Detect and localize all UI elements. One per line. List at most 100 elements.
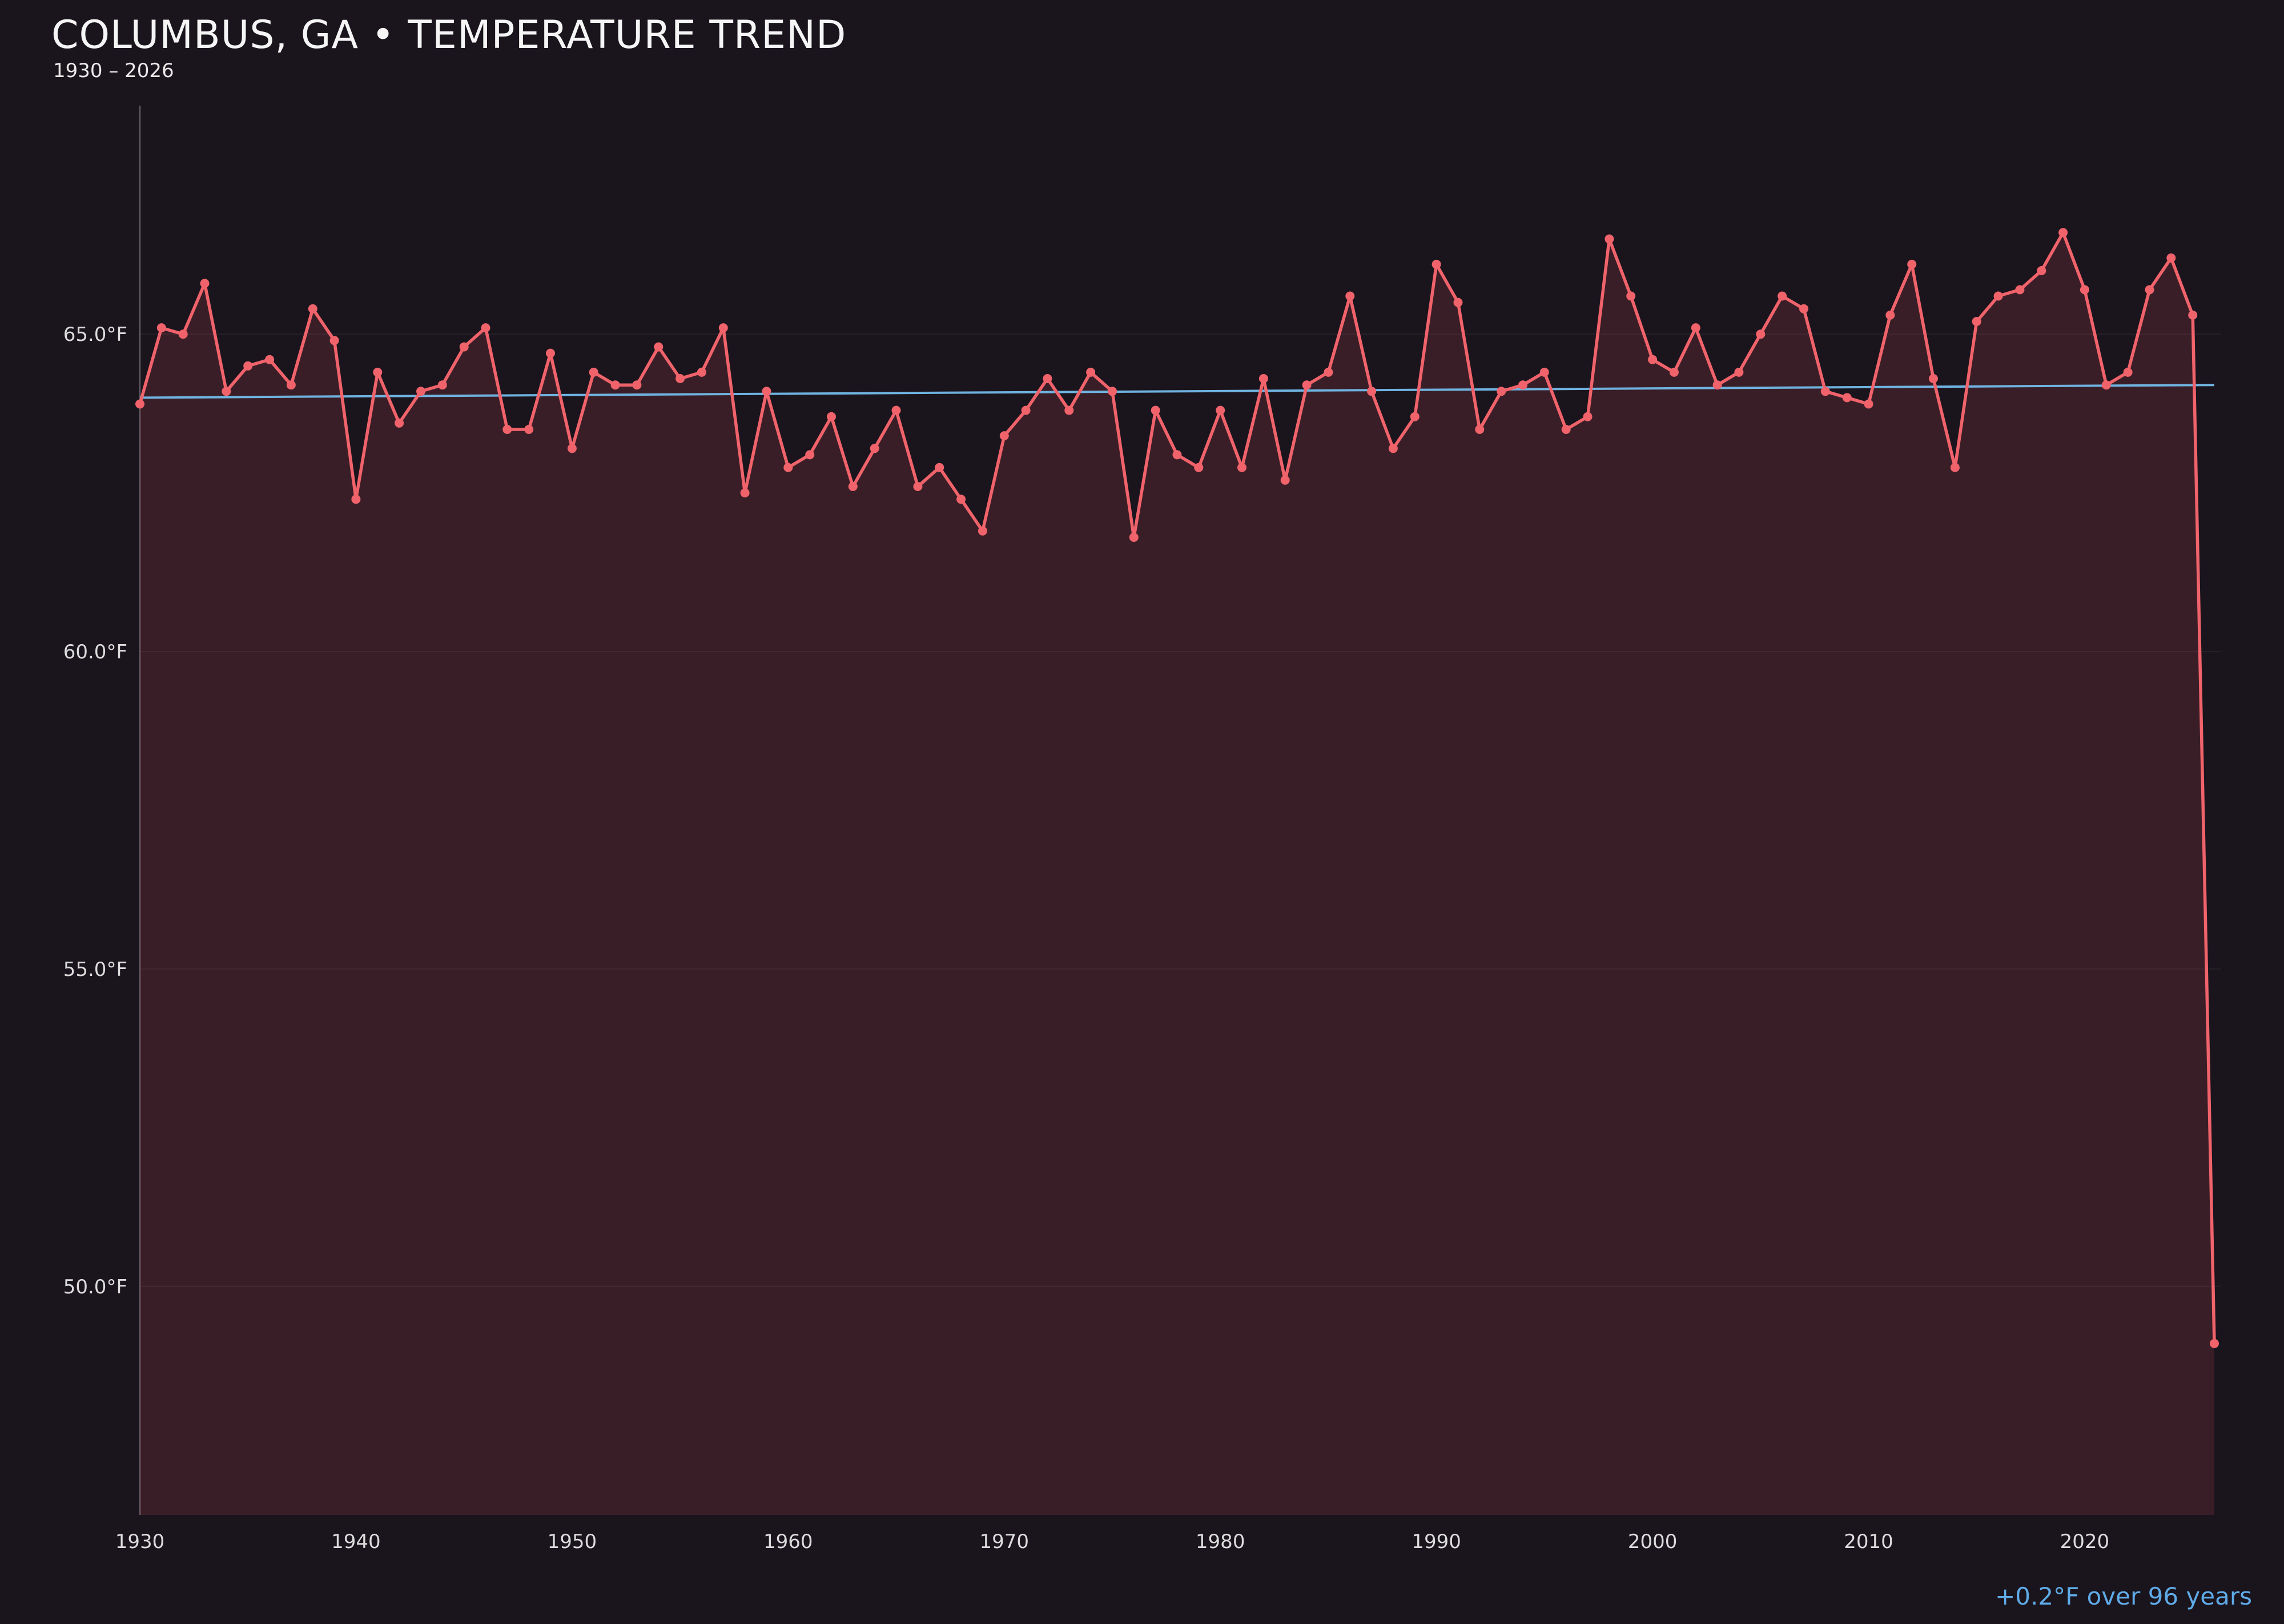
data-point-1979: [1194, 463, 1204, 472]
data-point-2024: [2166, 253, 2176, 263]
data-point-1932: [178, 329, 188, 339]
data-point-2003: [1712, 380, 1722, 390]
data-point-1970: [999, 431, 1009, 441]
data-point-1984: [1302, 380, 1312, 390]
x-axis-tick-label: 1960: [763, 1530, 813, 1553]
y-axis-tick-label: 50.0°F: [63, 1276, 127, 1299]
data-point-2017: [2015, 285, 2025, 295]
data-point-1994: [1518, 380, 1527, 390]
data-point-2004: [1734, 367, 1744, 377]
data-point-2000: [1648, 355, 1658, 364]
data-point-1944: [437, 380, 447, 390]
data-point-2023: [2145, 285, 2154, 295]
data-point-1931: [156, 323, 166, 333]
data-point-1996: [1561, 425, 1571, 434]
data-point-2010: [1864, 399, 1873, 409]
y-axis-tick-label: 65.0°F: [63, 323, 127, 346]
data-point-1961: [805, 450, 815, 460]
data-point-2001: [1669, 367, 1679, 377]
data-point-2026: [2210, 1338, 2219, 1348]
data-point-2002: [1691, 323, 1700, 333]
x-axis-tick-label: 1970: [980, 1530, 1030, 1553]
data-point-1978: [1172, 450, 1182, 460]
data-point-1967: [935, 463, 944, 472]
chart-subtitle: 1930 – 2026: [53, 59, 174, 82]
data-point-1956: [697, 367, 706, 377]
data-point-2014: [1950, 463, 1960, 472]
data-point-1943: [416, 387, 425, 396]
data-point-1977: [1151, 405, 1160, 415]
x-axis-tick-label: 1930: [115, 1530, 165, 1553]
data-point-1981: [1237, 463, 1246, 472]
data-point-1983: [1280, 475, 1290, 485]
data-point-2015: [1972, 317, 1981, 326]
data-point-1998: [1605, 234, 1614, 244]
data-point-2013: [1929, 374, 1938, 383]
data-point-1976: [1129, 533, 1139, 542]
data-point-2020: [2080, 285, 2089, 295]
data-point-1988: [1388, 444, 1398, 453]
data-point-1949: [546, 348, 555, 358]
x-axis-tick-label: 2010: [1844, 1530, 1893, 1553]
data-point-1974: [1086, 367, 1096, 377]
data-point-1997: [1583, 412, 1593, 421]
data-point-2009: [1842, 393, 1852, 403]
data-point-1964: [870, 444, 879, 453]
data-point-1995: [1539, 367, 1549, 377]
data-point-1938: [308, 304, 317, 313]
data-point-1934: [222, 387, 231, 396]
data-point-1986: [1345, 291, 1355, 301]
data-point-1985: [1324, 367, 1333, 377]
data-point-1987: [1367, 387, 1377, 396]
data-point-1933: [200, 279, 210, 288]
data-point-1989: [1410, 412, 1420, 421]
data-point-1939: [329, 336, 339, 345]
data-point-1930: [135, 399, 144, 409]
data-point-1957: [718, 323, 728, 333]
data-point-1958: [740, 488, 750, 498]
data-point-2019: [2058, 228, 2068, 238]
data-point-2011: [1885, 310, 1895, 320]
data-point-1950: [567, 444, 577, 453]
data-point-1955: [675, 374, 685, 383]
data-point-2016: [1993, 291, 2003, 301]
trend-line: [139, 384, 2215, 399]
data-point-2021: [2101, 380, 2111, 390]
x-axis-tick-label: 2000: [1628, 1530, 1678, 1553]
data-point-1942: [395, 418, 404, 428]
data-point-2007: [1799, 304, 1808, 313]
data-point-1966: [913, 482, 923, 491]
data-point-1948: [524, 425, 534, 434]
data-point-1980: [1216, 405, 1225, 415]
data-point-2022: [2123, 367, 2133, 377]
data-point-1969: [978, 526, 987, 536]
data-point-1936: [265, 355, 275, 364]
data-point-1953: [632, 380, 642, 390]
data-point-1941: [373, 367, 383, 377]
data-point-1963: [848, 482, 858, 491]
data-point-1954: [654, 342, 664, 352]
data-point-1992: [1475, 425, 1485, 434]
data-point-1952: [610, 380, 620, 390]
data-point-2006: [1778, 291, 1787, 301]
data-point-1940: [351, 495, 361, 504]
data-point-1962: [827, 412, 836, 421]
x-axis-tick-label: 1980: [1196, 1530, 1245, 1553]
data-point-1965: [891, 405, 901, 415]
data-point-1937: [286, 380, 296, 390]
data-point-1990: [1431, 259, 1441, 269]
data-point-2025: [2188, 310, 2198, 320]
data-point-1947: [502, 425, 512, 434]
x-axis-tick-label: 2020: [2060, 1530, 2110, 1553]
data-point-1946: [481, 323, 490, 333]
page-title: COLUMBUS, GA • TEMPERATURE TREND: [51, 13, 847, 58]
data-point-2018: [2037, 266, 2046, 275]
y-axis-tick-label: 60.0°F: [63, 641, 127, 664]
data-point-1951: [589, 367, 598, 377]
data-point-1959: [762, 387, 771, 396]
data-point-1993: [1497, 387, 1506, 396]
x-axis-tick-label: 1940: [331, 1530, 381, 1553]
trend-annotation-label: +0.2°F over 96 years: [1995, 1582, 2252, 1610]
x-axis-tick-label: 1950: [548, 1530, 597, 1553]
